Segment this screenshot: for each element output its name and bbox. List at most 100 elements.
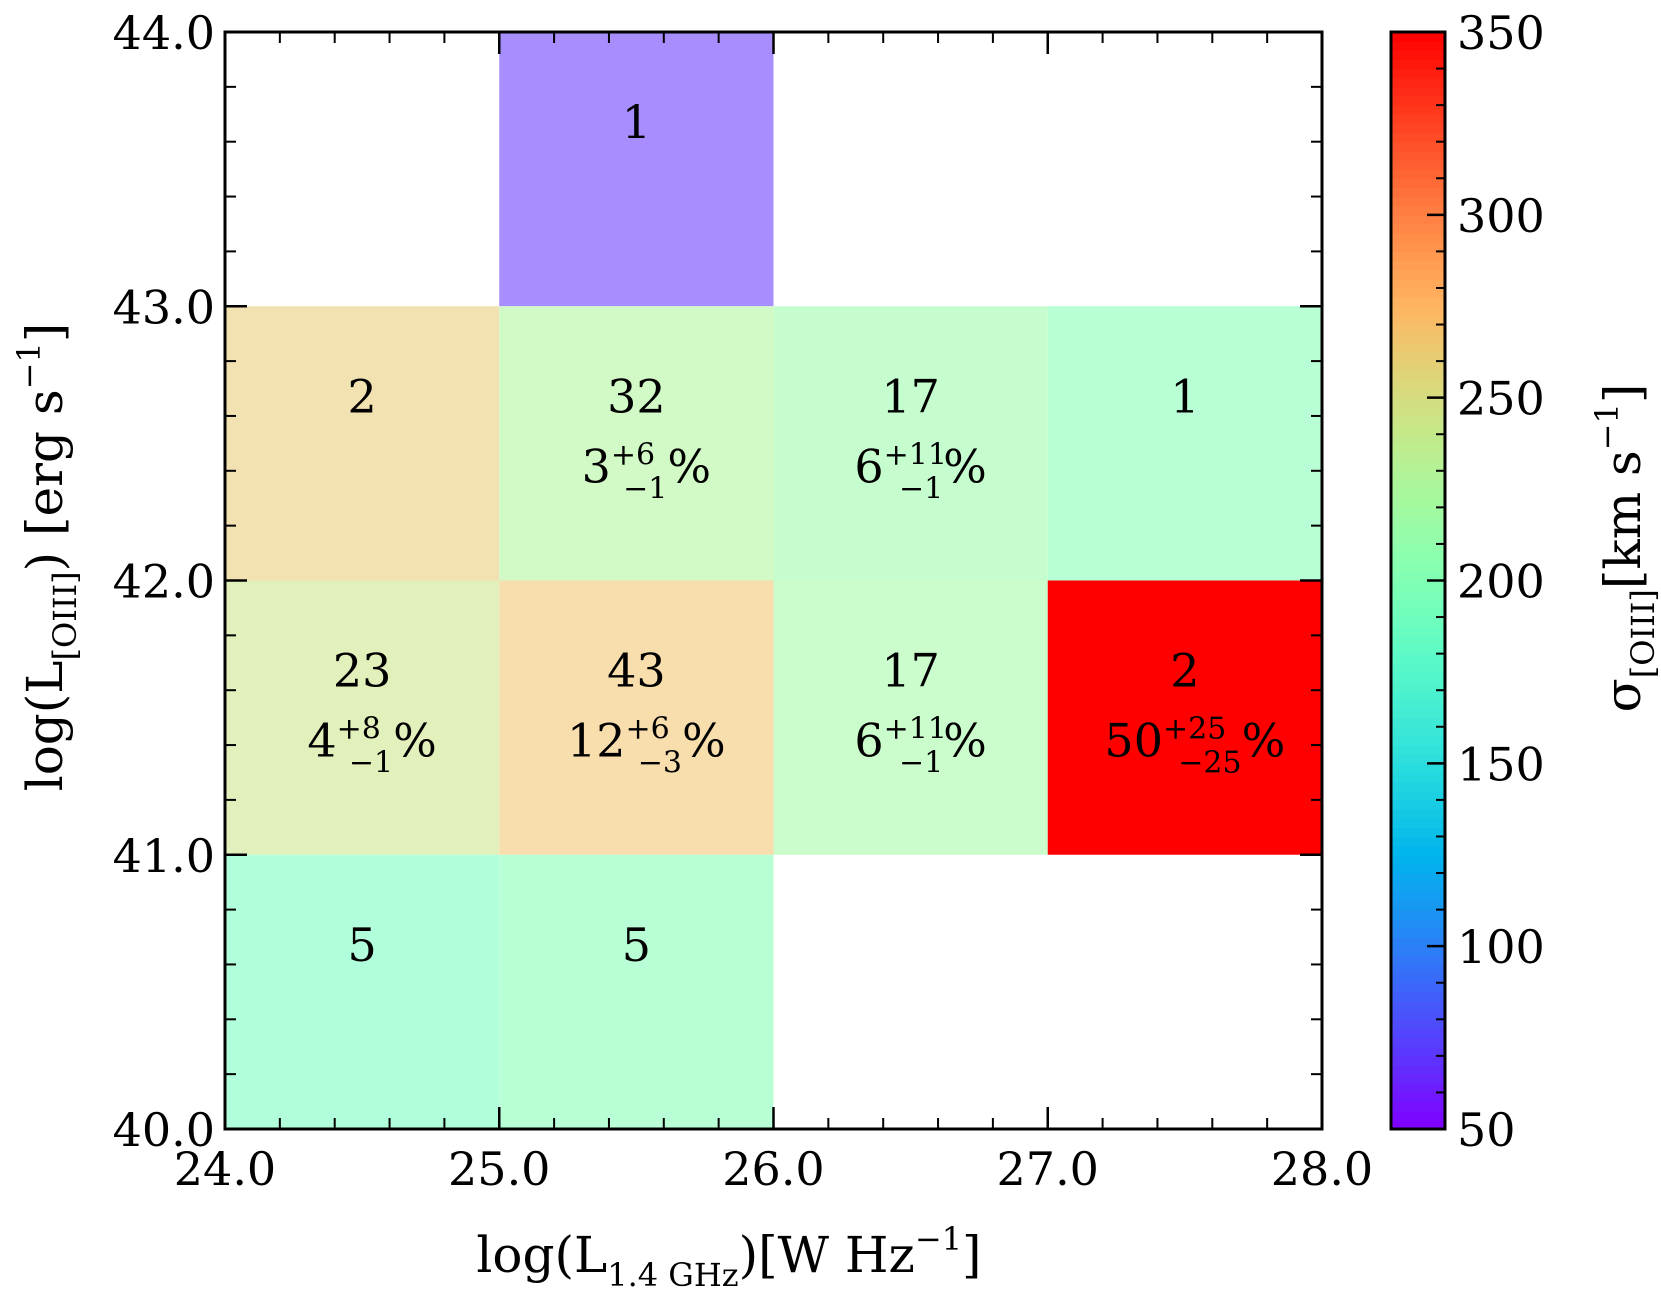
- colorbar-segment: [1391, 1083, 1445, 1094]
- colorbar-segment: [1391, 754, 1445, 764]
- y-axis-title: log(L[OIII]) [erg s−1]: [10, 323, 84, 792]
- colorbar-segment: [1391, 827, 1445, 838]
- colorbar-segment: [1391, 927, 1445, 938]
- heatmap-cell: [499, 580, 774, 855]
- colorbar-segment: [1391, 708, 1445, 719]
- colorbar-segment: [1391, 946, 1445, 956]
- cell-fraction-label: 6+11 −1%: [854, 437, 987, 506]
- fraction-upper-error: +8: [337, 712, 381, 747]
- heatmap-cell: [773, 306, 1048, 581]
- colorbar-segment: [1391, 297, 1445, 307]
- colorbar-title: σ[OIII][km s−1]: [1588, 384, 1661, 713]
- colorbar-segment: [1391, 287, 1445, 298]
- colorbar-segment: [1391, 626, 1445, 636]
- colorbar-segment: [1391, 598, 1445, 609]
- fraction-percent: %: [943, 439, 987, 493]
- y-tick-label: 43.0: [113, 280, 215, 334]
- colorbar-segment: [1391, 489, 1445, 499]
- fraction-upper-error: +11: [884, 437, 947, 472]
- fraction-upper-error: +6: [626, 712, 670, 747]
- colorbar-segment: [1391, 86, 1445, 97]
- colorbar-segment: [1391, 854, 1445, 865]
- colorbar-segment: [1391, 77, 1445, 88]
- colorbar-segment: [1391, 781, 1445, 792]
- colorbar-segment: [1391, 1110, 1445, 1121]
- colorbar-segment: [1391, 233, 1445, 243]
- colorbar-segment: [1391, 571, 1445, 582]
- colorbar-segment: [1391, 379, 1445, 390]
- cell-count-label: 2: [347, 369, 376, 423]
- cell-count-label: 2: [1170, 644, 1199, 698]
- colorbar-segment: [1391, 370, 1445, 380]
- colorbar-segment: [1391, 242, 1445, 252]
- colorbar-segment: [1391, 982, 1445, 993]
- colorbar-segment: [1391, 498, 1445, 508]
- colorbar-segment: [1391, 141, 1445, 152]
- colorbar-segment: [1391, 562, 1445, 572]
- cell-count-label: 1: [622, 95, 651, 149]
- colorbar-segment: [1391, 799, 1445, 810]
- colorbar-segment: [1391, 205, 1445, 216]
- colorbar-segment: [1391, 918, 1445, 929]
- colorbar-segment: [1391, 150, 1445, 161]
- colorbar-segment: [1391, 406, 1445, 417]
- colorbar-segment: [1391, 425, 1445, 435]
- colorbar-segment: [1391, 891, 1445, 902]
- colorbar-segment: [1391, 95, 1445, 106]
- y-tick-label: 40.0: [113, 1103, 215, 1157]
- colorbar-segment: [1391, 415, 1445, 426]
- colorbar-segment: [1391, 452, 1445, 463]
- fraction-lower-error: −1: [623, 471, 667, 506]
- colorbar-segment: [1391, 1010, 1445, 1020]
- colorbar-segment: [1391, 114, 1445, 125]
- fraction-percent: %: [1242, 714, 1286, 768]
- colorbar-segment: [1391, 269, 1445, 280]
- x-axis-title: log(L1.4 GHz)[W Hz−1]: [476, 1220, 981, 1291]
- colorbar-segment: [1391, 964, 1445, 975]
- x-tick-label: 28.0: [1271, 1142, 1373, 1196]
- colorbar-segment: [1391, 589, 1445, 600]
- colorbar-segment: [1391, 836, 1445, 847]
- colorbar-segment: [1391, 278, 1445, 289]
- colorbar-tick-label: 250: [1457, 372, 1545, 426]
- fraction-upper-error: +6: [611, 437, 655, 472]
- cell-count-label: 17: [881, 369, 940, 423]
- y-tick-label: 42.0: [113, 555, 215, 609]
- colorbar-segment: [1391, 955, 1445, 966]
- colorbar-segment: [1391, 772, 1445, 783]
- cell-count-label: 43: [607, 644, 666, 698]
- colorbar-segment: [1391, 470, 1445, 481]
- x-tick-label: 24.0: [174, 1142, 276, 1196]
- cell-fraction-label: 12+6 −3%: [567, 712, 726, 781]
- colorbar-segment: [1391, 745, 1445, 755]
- colorbar-segment: [1391, 32, 1445, 42]
- colorbar-segment: [1391, 671, 1445, 682]
- fraction-base: 50: [1104, 714, 1163, 768]
- colorbar-segment: [1391, 726, 1445, 737]
- colorbar-segment: [1391, 699, 1445, 710]
- colorbar-segment: [1391, 342, 1445, 353]
- x-tick-label: 25.0: [448, 1142, 550, 1196]
- colorbar-segment: [1391, 260, 1445, 271]
- colorbar-segment: [1391, 1001, 1445, 1011]
- colorbar-segment: [1391, 59, 1445, 70]
- heatmap-cell: [225, 306, 500, 581]
- x-tick-label: 27.0: [997, 1142, 1099, 1196]
- cell-fraction-label: 4+8 −1%: [307, 712, 436, 781]
- colorbar-segment: [1391, 1101, 1445, 1112]
- colorbar-segment: [1391, 1092, 1445, 1103]
- fraction-base: 3: [582, 439, 611, 493]
- fraction-lower-error: −1: [349, 746, 393, 781]
- fraction-upper-error: +11: [884, 712, 947, 747]
- colorbar-segment: [1391, 991, 1445, 1002]
- colorbar-segment: [1391, 178, 1445, 189]
- fraction-upper-error: +25: [1163, 712, 1226, 747]
- colorbar-segment: [1391, 50, 1445, 61]
- colorbar-segment: [1391, 543, 1445, 554]
- axis-titles: log(L1.4 GHz)[W Hz−1] log(L[OIII]) [erg …: [10, 323, 1661, 1291]
- fraction-lower-error: −25: [1178, 746, 1241, 781]
- colorbar-segment: [1391, 735, 1445, 746]
- colorbar-segment: [1391, 1074, 1445, 1084]
